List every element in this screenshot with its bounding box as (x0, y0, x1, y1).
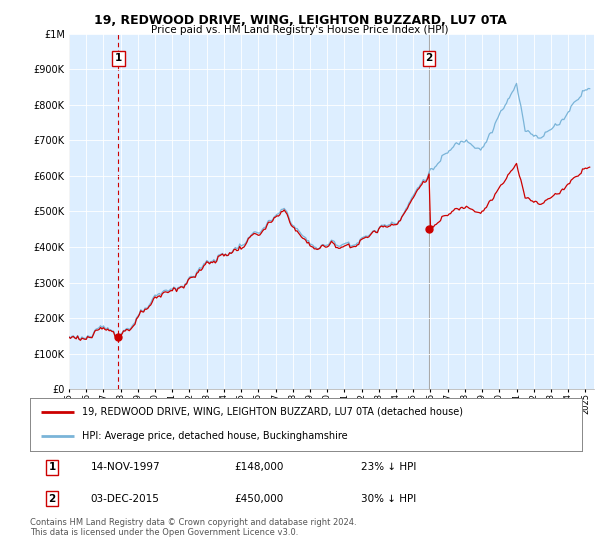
Text: 03-DEC-2015: 03-DEC-2015 (91, 494, 160, 504)
Text: 19, REDWOOD DRIVE, WING, LEIGHTON BUZZARD, LU7 0TA: 19, REDWOOD DRIVE, WING, LEIGHTON BUZZAR… (94, 14, 506, 27)
Text: 2: 2 (425, 53, 433, 63)
Text: 30% ↓ HPI: 30% ↓ HPI (361, 494, 416, 504)
Text: 14-NOV-1997: 14-NOV-1997 (91, 462, 160, 472)
Text: 2: 2 (49, 494, 56, 504)
Text: 23% ↓ HPI: 23% ↓ HPI (361, 462, 416, 472)
Text: HPI: Average price, detached house, Buckinghamshire: HPI: Average price, detached house, Buck… (82, 431, 348, 441)
Text: Price paid vs. HM Land Registry's House Price Index (HPI): Price paid vs. HM Land Registry's House … (151, 25, 449, 35)
Text: 1: 1 (115, 53, 122, 63)
Text: 1: 1 (49, 462, 56, 472)
Text: 19, REDWOOD DRIVE, WING, LEIGHTON BUZZARD, LU7 0TA (detached house): 19, REDWOOD DRIVE, WING, LEIGHTON BUZZAR… (82, 407, 463, 417)
Text: Contains HM Land Registry data © Crown copyright and database right 2024.
This d: Contains HM Land Registry data © Crown c… (30, 518, 356, 538)
Text: £148,000: £148,000 (234, 462, 284, 472)
Text: £450,000: £450,000 (234, 494, 283, 504)
